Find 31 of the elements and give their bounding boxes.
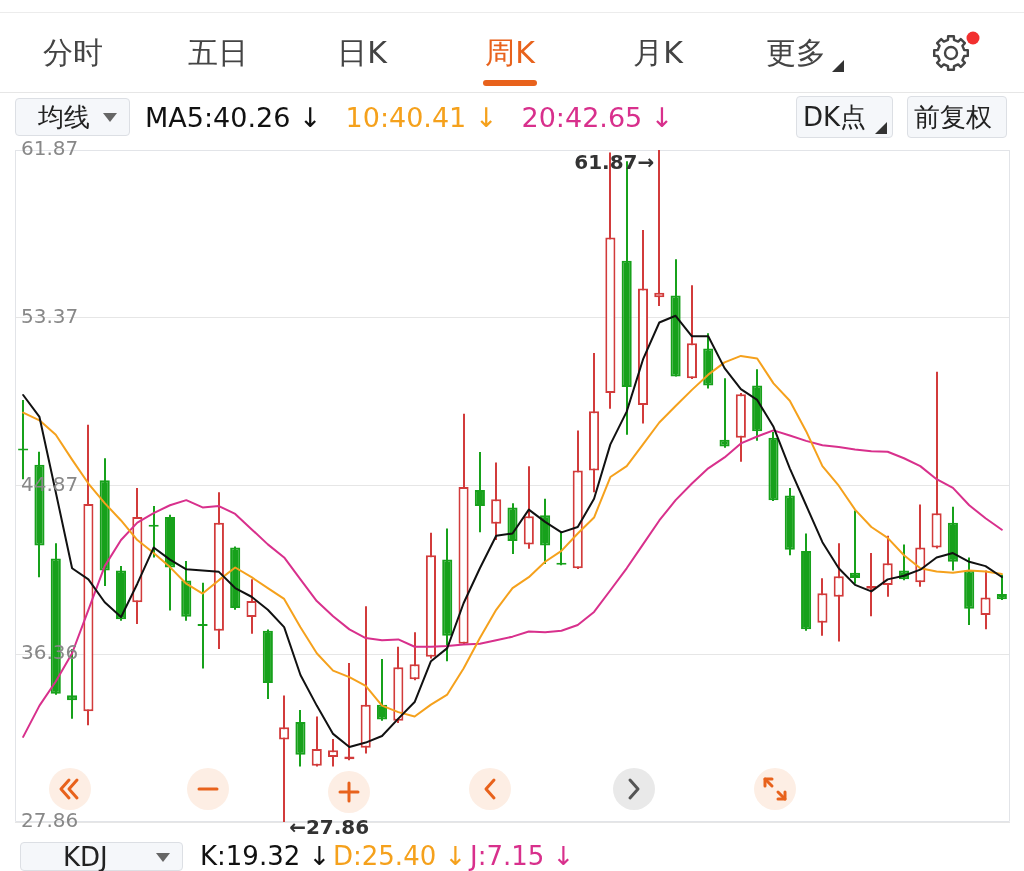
candlestick	[409, 631, 420, 682]
y-tick-label: 53.37	[21, 304, 79, 329]
text: 周K	[485, 34, 535, 72]
text: 10:40.41 ↓	[345, 101, 498, 135]
text: DK点	[803, 101, 867, 132]
text: 五日	[188, 34, 248, 72]
candlestick	[197, 581, 208, 670]
text: MA5:40.26 ↓	[145, 101, 322, 135]
text: KDJ	[63, 841, 108, 871]
text: 前复权	[914, 101, 992, 132]
text: 月K	[633, 34, 683, 72]
y-tick-label: 61.87	[21, 136, 79, 161]
candlestick	[279, 694, 290, 823]
text: J:7.15 ↓	[470, 841, 575, 871]
text: D:25.40 ↓	[333, 841, 467, 871]
text: 日K	[337, 34, 387, 72]
text: 更多	[766, 34, 826, 72]
candlestick	[311, 715, 322, 768]
y-tick-label: 27.86	[21, 808, 79, 833]
candlestick	[474, 451, 485, 534]
candlestick	[980, 569, 991, 631]
text: K:19.32 ↓	[200, 841, 331, 871]
candlestick	[246, 578, 257, 635]
candlestick	[491, 461, 502, 542]
candlestick	[833, 542, 844, 643]
text: 均线	[38, 101, 90, 132]
candlestick	[328, 738, 339, 768]
annotation: ←27.86	[289, 815, 370, 840]
candlestick	[719, 377, 730, 449]
text: 分时	[43, 34, 103, 72]
text: 20:42.65 ↓	[521, 101, 674, 135]
